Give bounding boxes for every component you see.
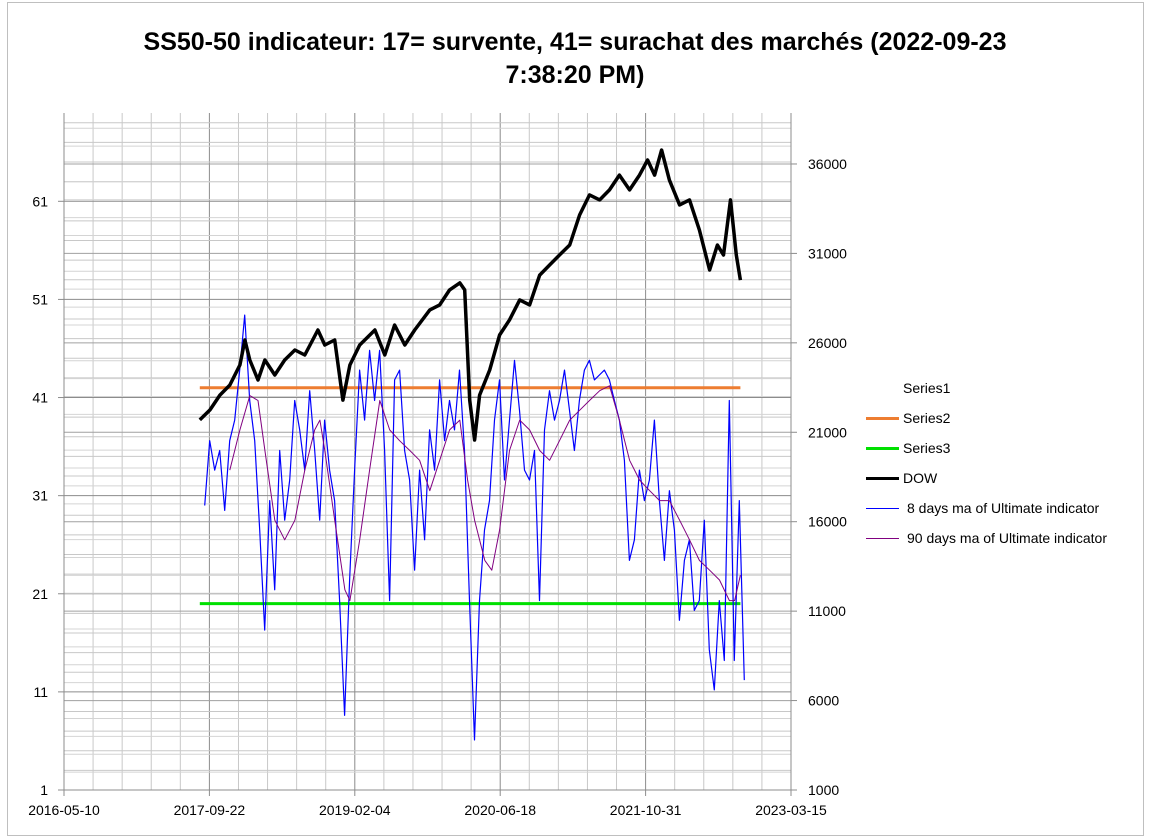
chart-border — [7, 2, 1144, 836]
series-line-90-days-ma-of-ultimate-indicator — [229, 385, 741, 602]
chart-title: SS50-50 indicateur: 17= survente, 41= su… — [0, 26, 1150, 92]
y-left-tick-label: 41 — [32, 390, 48, 406]
legend-label: 8 days ma of Ultimate indicator — [907, 500, 1100, 516]
y-left-tick-label: 1 — [40, 782, 48, 798]
y-right-tick-label: 16000 — [808, 514, 847, 530]
y-right-tick-label: 1000 — [808, 782, 839, 798]
y-right-tick-label: 6000 — [808, 693, 839, 709]
x-tick-label: 2019-02-04 — [319, 802, 391, 818]
x-tick-label: 2021-10-31 — [610, 802, 682, 818]
x-tick-label: 2016-05-10 — [28, 802, 100, 818]
y-right-tick-label: 11000 — [808, 603, 846, 619]
x-tick-label: 2020-06-18 — [464, 802, 536, 818]
y-left-tick-label: 11 — [33, 684, 48, 700]
chart-title-line-1: SS50-50 indicateur: 17= survente, 41= su… — [143, 28, 1007, 56]
y-left-tick-label: 31 — [32, 488, 48, 504]
legend-label: Series2 — [903, 410, 951, 426]
x-tick-label: 2023-03-15 — [755, 802, 827, 818]
y-left-tick-label: 61 — [32, 193, 48, 209]
y-right-tick-label: 21000 — [808, 424, 847, 440]
series-line-8-days-ma-of-ultimate-indicator — [204, 314, 745, 741]
y-right-tick-label: 36000 — [808, 156, 847, 172]
series-line-dow — [198, 148, 743, 442]
y-right-tick-label: 31000 — [808, 245, 847, 261]
legend-label: Series1 — [903, 380, 951, 396]
x-tick-label: 2017-09-22 — [174, 802, 246, 818]
y-left-tick-label: 51 — [32, 291, 48, 307]
legend-label: Series3 — [903, 440, 951, 456]
y-left-tick-label: 21 — [32, 586, 48, 602]
legend-label: 90 days ma of Ultimate indicator — [907, 530, 1107, 546]
chart-title-line-2: 7:38:20 PM) — [505, 61, 645, 89]
legend-label: DOW — [903, 470, 938, 486]
y-right-tick-label: 26000 — [808, 335, 847, 351]
